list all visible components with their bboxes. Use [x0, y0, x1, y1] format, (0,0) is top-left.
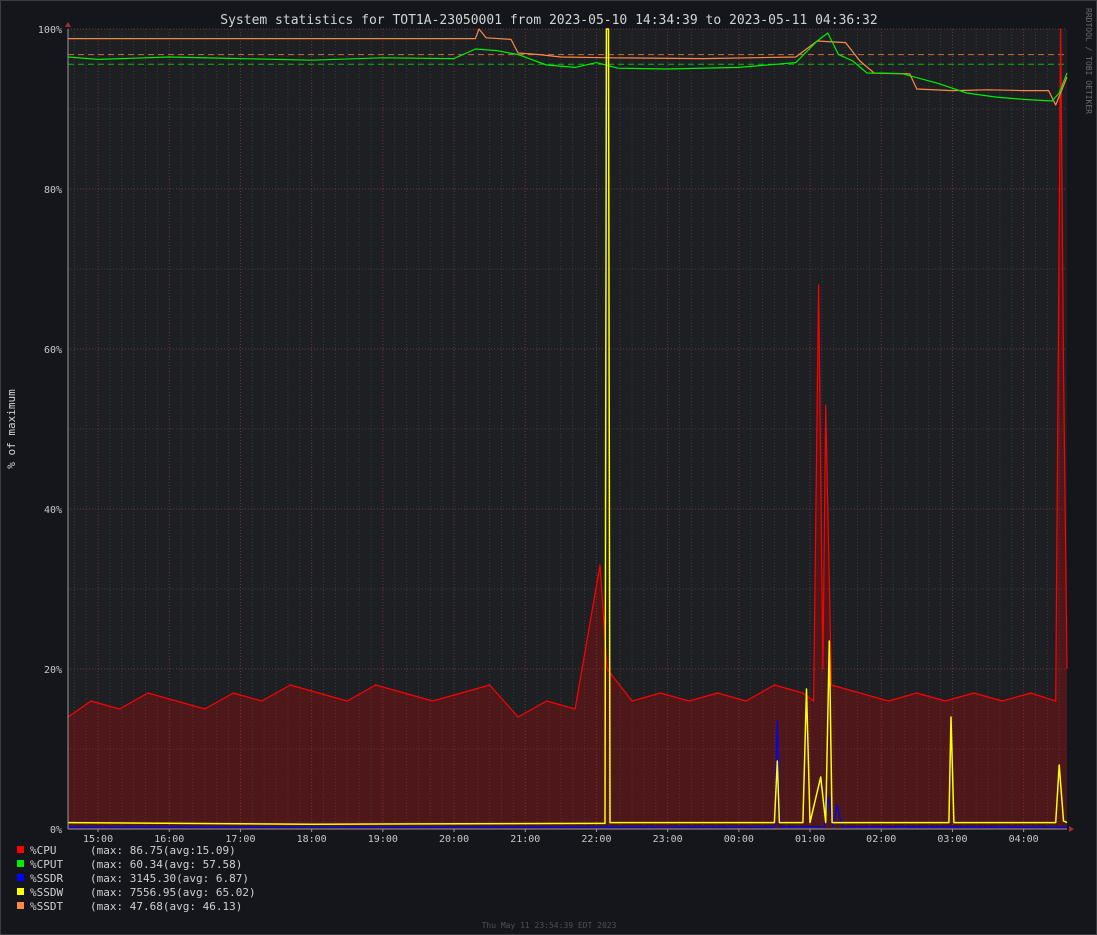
x-tick-label: 15:00 — [83, 834, 113, 845]
legend-stats: (max: 86.75(avg:15.09) — [90, 844, 236, 857]
series-line-cpu — [67, 28, 1068, 718]
legend-series-name: %CPU — [30, 844, 57, 857]
y-tick-labels: 0% 20% 40% 60% 80% 100% — [38, 25, 62, 836]
y-tick-label: 0% — [50, 825, 62, 836]
reference-lines — [68, 54, 1067, 65]
series-line-cput — [68, 32, 1068, 102]
series-lines — [67, 28, 1068, 828]
legend-stats: (max: 60.34(avg: 57.58) — [90, 858, 242, 871]
legend: %CPU (max: 86.75(avg:15.09) %CPUT (max: 60.… — [17, 844, 256, 913]
y-axis-arrow — [65, 22, 71, 27]
x-tick-label: 00:00 — [724, 834, 754, 845]
legend-swatch — [17, 860, 24, 867]
y-tick-label: 60% — [44, 345, 62, 356]
legend-series-name: %SSDT — [30, 900, 63, 913]
x-tick-labels: 15:00 16:00 17:00 18:00 19:00 20:00 21:00 22:00… — [83, 829, 1039, 845]
side-label: RRDTOOL / TOBI OETIKER — [1084, 8, 1093, 114]
x-tick-label: 21:00 — [510, 834, 540, 845]
x-axis-arrow — [1069, 826, 1074, 832]
series-area-cpu — [68, 29, 1068, 829]
x-tick-label: 16:00 — [154, 834, 184, 845]
legend-stats: (max: 7556.95(avg: 65.02) — [90, 886, 256, 899]
area-fills — [68, 29, 1068, 829]
legend-stats: (max: 3145.30(avg: 6.87) — [90, 872, 249, 885]
footer-timestamp: Thu May 11 23:54:39 EDT 2023 — [482, 921, 617, 930]
legend-series-name: %CPUT — [30, 858, 63, 871]
x-tick-label: 03:00 — [937, 834, 967, 845]
y-tick-label: 40% — [44, 505, 62, 516]
legend-series-name: %SSDR — [30, 872, 63, 885]
x-tick-label: 18:00 — [297, 834, 327, 845]
x-tick-label: 02:00 — [866, 834, 896, 845]
x-tick-label: 19:00 — [368, 834, 398, 845]
x-tick-label: 23:00 — [653, 834, 683, 845]
x-tick-label: 01:00 — [795, 834, 825, 845]
y-axis-label: % of maximum — [5, 389, 18, 469]
legend-swatch — [17, 902, 24, 909]
axes — [65, 22, 1074, 832]
y-tick-label: 100% — [38, 25, 62, 36]
plot-area — [68, 29, 1067, 829]
legend-swatch — [17, 846, 24, 853]
chart-title: System statistics for TOT1A-23050001 fro… — [220, 13, 877, 28]
legend-swatch — [17, 874, 24, 881]
series-line-ssdw — [68, 28, 1068, 825]
y-tick-label: 20% — [44, 665, 62, 676]
legend-series-name: %SSDW — [30, 886, 63, 899]
y-tick-label: 80% — [44, 185, 62, 196]
x-tick-label: 04:00 — [1009, 834, 1039, 845]
legend-swatch — [17, 888, 24, 895]
x-tick-label: 20:00 — [439, 834, 469, 845]
x-tick-label: 17:00 — [225, 834, 255, 845]
x-tick-label: 22:00 — [581, 834, 611, 845]
legend-stats: (max: 47.68(avg: 46.13) — [90, 900, 242, 913]
